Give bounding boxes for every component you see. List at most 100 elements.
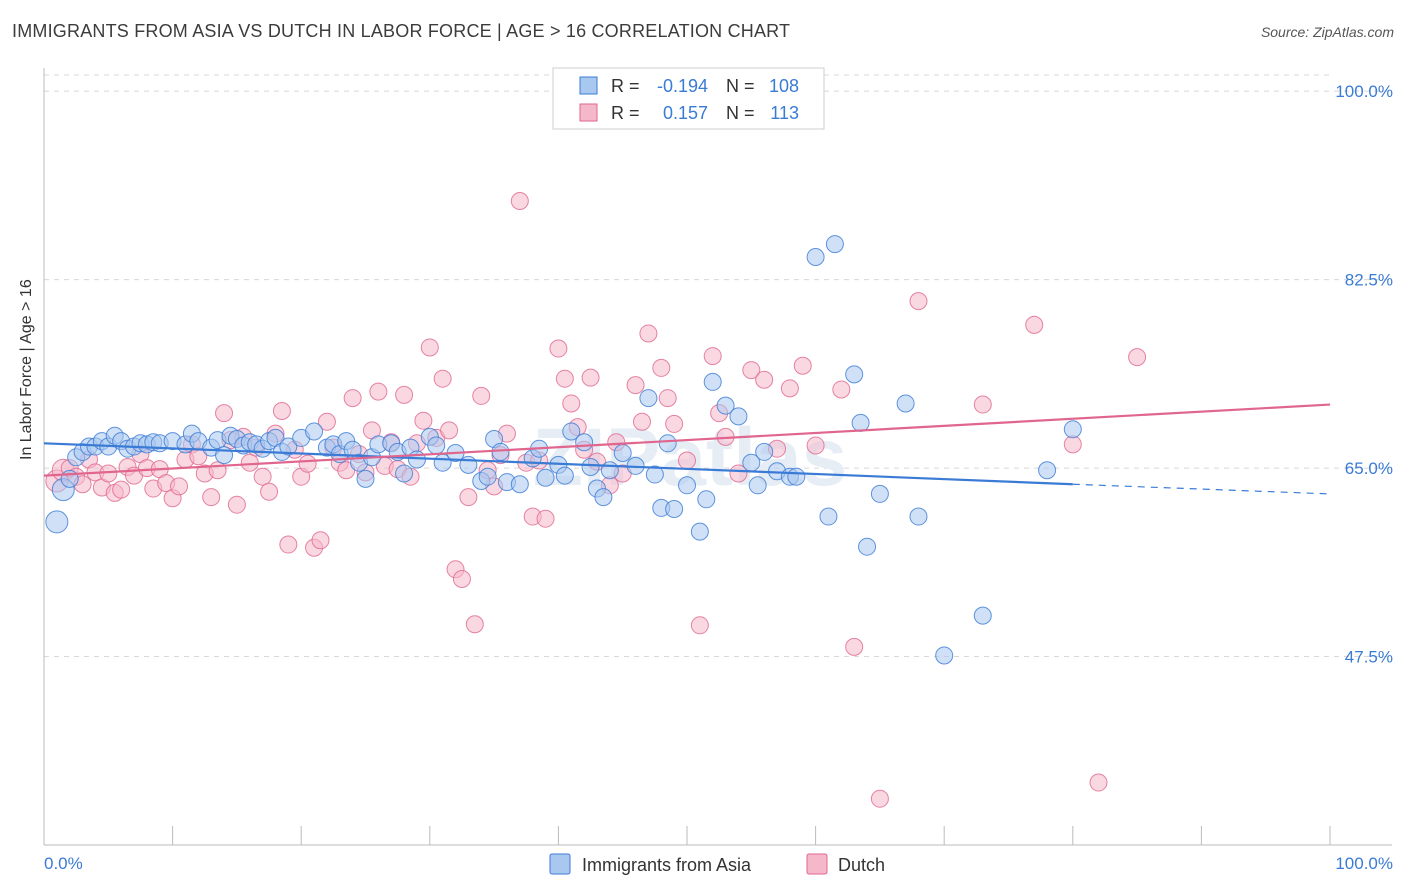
asia-point-60	[510, 475, 529, 494]
dutch-point-81	[581, 368, 600, 387]
top-legend: R = -0.194 N = 108 R = 0.157 N = 113	[552, 67, 825, 130]
y-tick-label-3: 47.5%	[1345, 648, 1393, 667]
dutch-point-57	[414, 411, 433, 430]
legend-box	[552, 67, 825, 130]
dutch-point-32	[253, 467, 272, 486]
dutch-point-41	[311, 531, 330, 550]
dutch-point-111	[1089, 773, 1108, 792]
dutch-point-36	[279, 535, 298, 554]
bottom-legend: Immigrants from Asia Dutch	[549, 853, 885, 875]
dutch-point-39	[298, 454, 317, 473]
asia-point-63	[536, 468, 555, 487]
dutch-point-112	[1128, 348, 1147, 367]
asia-trend-extension	[1072, 483, 1331, 495]
dutch-point-77	[555, 369, 574, 388]
asia-point-67	[575, 433, 594, 452]
asia-point-100	[935, 646, 954, 665]
dutch-point-93	[690, 616, 709, 635]
dutch-point-19	[170, 477, 189, 496]
axes	[43, 68, 1392, 846]
dutch-point-91	[665, 414, 684, 433]
asia-point-42	[356, 469, 375, 488]
source-credit: Source: ZipAtlas.com	[1260, 24, 1394, 40]
asia-point-80	[690, 522, 709, 541]
asia-point-81	[697, 490, 716, 509]
dutch-point-30	[240, 453, 259, 472]
asia-point-56	[478, 467, 497, 486]
bottom-legend-swatch-asia	[549, 853, 571, 875]
dutch-trend-line	[43, 403, 1331, 477]
dutch-point-97	[729, 464, 748, 483]
asia-point-86	[748, 476, 767, 495]
dutch-point-107	[909, 292, 928, 311]
asia-point-90	[787, 467, 806, 486]
x-tick-label-0: 0.0%	[44, 854, 83, 873]
dutch-point-25	[208, 461, 227, 480]
dutch-point-101	[780, 379, 799, 398]
dutch-point-94	[703, 347, 722, 366]
legend-r-label-asia: R =	[611, 76, 640, 96]
dutch-point-58	[420, 338, 439, 357]
asia-point-94	[845, 365, 864, 384]
legend-swatch-dutch	[579, 103, 598, 122]
dutch-point-106	[870, 789, 889, 808]
asia-point-58	[491, 442, 510, 461]
asia-point-82	[703, 372, 722, 391]
dutch-point-60	[433, 369, 452, 388]
asia-point-70	[594, 488, 613, 507]
dutch-point-92	[678, 451, 696, 470]
dutch-point-28	[227, 495, 246, 514]
asia-point-97	[870, 484, 889, 503]
asia-point-93	[825, 235, 844, 254]
trend-lines	[43, 403, 1331, 495]
dutch-point-42	[317, 412, 336, 431]
dutch-point-103	[806, 436, 825, 455]
dutch-point-105	[845, 637, 864, 656]
asia-point-102	[1038, 461, 1057, 480]
asia-point-68	[581, 458, 600, 476]
bottom-legend-label-dutch: Dutch	[838, 855, 885, 875]
asia-point-79	[678, 476, 696, 495]
asia-point-95	[851, 413, 870, 432]
dutch-point-104	[832, 380, 851, 399]
asia-point-71	[600, 461, 619, 480]
dutch-point-109	[1025, 315, 1044, 334]
x-tick-label-1: 100.0%	[1335, 854, 1393, 873]
tick-labels: 100.0% 82.5% 65.0% 47.5% 0.0% 100.0%	[44, 82, 1393, 873]
dutch-point-99	[755, 370, 774, 389]
dutch-point-26	[215, 404, 234, 423]
asia-trend-line	[43, 442, 1073, 486]
legend-n-value-dutch: 113	[770, 103, 799, 123]
dutch-point-87	[632, 412, 651, 431]
asia-point-96	[858, 537, 877, 556]
asia-point-101	[973, 606, 992, 625]
asia-point-99	[909, 507, 928, 526]
dutch-point-108	[973, 395, 992, 414]
asia-point-75	[645, 465, 664, 484]
dutch-point-66	[472, 386, 491, 405]
dutch-point-88	[639, 324, 658, 343]
asia-point-91	[806, 248, 825, 266]
asia-point-83	[716, 396, 735, 415]
dutch-point-35	[272, 402, 291, 420]
asia-point-0	[45, 510, 69, 534]
legend-n-label-asia: N =	[726, 76, 755, 96]
dutch-point-90	[658, 389, 677, 408]
legend-swatch-asia	[579, 76, 598, 95]
asia-point-87	[755, 442, 774, 461]
dutch-point-10	[112, 480, 131, 499]
chart-title: IMMIGRANTS FROM ASIA VS DUTCH IN LABOR F…	[12, 21, 791, 41]
asia-point-103	[1063, 420, 1082, 439]
bottom-legend-swatch-dutch	[806, 853, 828, 875]
dutch-point-86	[626, 376, 645, 395]
asia-point-72	[613, 444, 632, 462]
y-tick-label-0: 100.0%	[1335, 82, 1393, 101]
dutch-point-102	[793, 356, 812, 375]
legend-r-label-dutch: R =	[611, 103, 640, 123]
dutch-point-24	[202, 488, 221, 507]
legend-r-value-dutch: 0.157	[663, 103, 708, 123]
asia-point-65	[555, 466, 574, 485]
asia-point-33	[279, 437, 298, 456]
dutch-point-63	[452, 570, 471, 588]
asia-point-35	[305, 422, 324, 441]
